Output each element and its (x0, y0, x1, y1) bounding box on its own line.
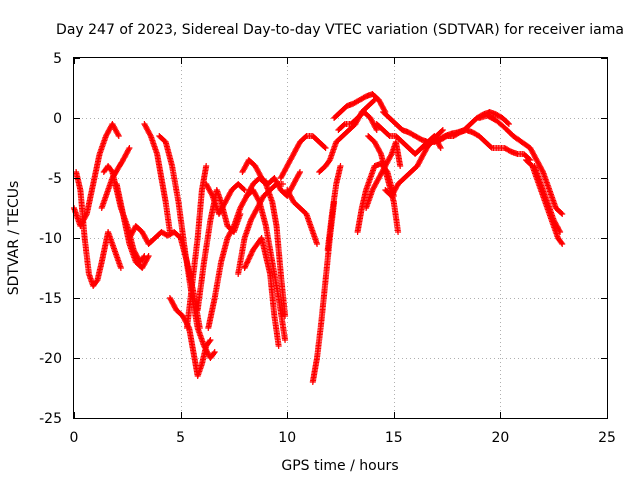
series-track-17 (241, 235, 282, 349)
data-point-markers (476, 112, 566, 217)
data-point-markers (335, 109, 380, 133)
series-track-16 (243, 175, 289, 319)
data-point-markers (277, 133, 329, 181)
series-track-33 (476, 112, 566, 217)
series-track-15 (235, 181, 286, 277)
series-track-22 (324, 163, 344, 253)
x-tick-label: 5 (176, 430, 185, 446)
x-tick-label: 20 (491, 430, 509, 446)
data-points (71, 91, 566, 385)
series-track-24 (335, 109, 380, 133)
series-track-5 (113, 181, 152, 271)
data-point-markers (243, 175, 289, 319)
data-point-markers (235, 181, 286, 277)
data-point-markers (241, 235, 282, 349)
series-track-2 (73, 169, 124, 289)
y-tick-label: -5 (48, 171, 62, 187)
x-tick-label: 25 (598, 430, 616, 446)
series-track-23 (331, 91, 389, 121)
series-track-6 (141, 121, 173, 235)
chart-title: Day 247 of 2023, Sidereal Day-to-day VTE… (56, 22, 624, 38)
y-tick-label: -10 (39, 231, 62, 247)
y-tick-label: -15 (39, 291, 62, 307)
data-point-markers (324, 163, 344, 253)
y-axis-label: SDTVAR / TECUs (6, 181, 22, 296)
data-point-markers (444, 127, 534, 163)
series-track-10 (184, 163, 210, 331)
x-tick-label: 10 (278, 430, 296, 446)
data-point-markers (184, 163, 210, 331)
y-tick-label: 5 (53, 51, 62, 67)
y-tick-label: -25 (39, 411, 62, 427)
axes: 0 5 10 15 20 25 -25 -20 -15 -10 -5 0 5 (39, 51, 616, 446)
series-track-19 (284, 187, 321, 247)
data-point-markers (141, 121, 173, 235)
y-tick-label: -20 (39, 351, 62, 367)
x-tick-label: 0 (70, 430, 79, 446)
series-track-35 (531, 163, 564, 235)
x-axis-label: GPS time / hours (281, 458, 398, 474)
data-point-markers (113, 181, 152, 271)
series-track-32 (444, 127, 534, 163)
x-tick-label: 15 (385, 430, 403, 446)
series-track-18 (277, 133, 329, 181)
data-point-markers (284, 187, 321, 247)
plot-frame (73, 57, 608, 419)
data-point-markers (73, 169, 124, 289)
data-point-markers (331, 91, 389, 121)
y-tick-label: 0 (53, 111, 62, 127)
data-point-markers (531, 163, 564, 235)
